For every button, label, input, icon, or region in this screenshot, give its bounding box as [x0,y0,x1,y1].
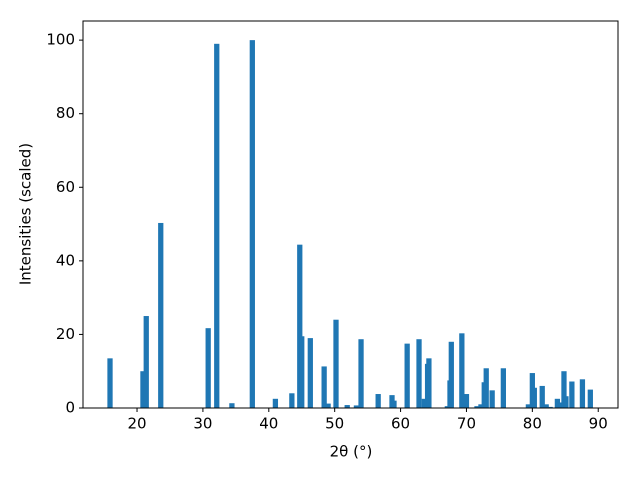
bar [404,343,410,408]
bar [299,336,305,408]
bar [229,403,235,408]
bar [483,368,489,408]
y-tick-label: 60 [56,178,75,196]
bar [158,222,164,408]
bar [289,393,295,408]
bar [107,358,113,408]
bar [554,398,561,408]
bar [249,40,255,409]
bar [525,404,532,408]
x-tick-label: 50 [325,415,344,433]
bar [205,328,211,408]
bar [563,396,569,408]
bar [531,387,537,408]
x-tick-label: 20 [127,415,146,433]
x-axis-label: 2θ (°) [330,443,373,461]
y-tick-label: 100 [46,31,75,49]
bar [321,366,327,408]
y-tick-label: 80 [56,104,75,122]
bar [143,316,149,408]
bar [344,405,350,408]
x-tick-label: 40 [259,415,278,433]
x-tick-label: 60 [391,415,410,433]
y-tick-label: 40 [56,251,75,269]
bar [353,405,360,408]
bar [558,402,564,408]
bar [416,339,422,408]
x-tick-label: 30 [193,415,212,433]
bar [272,398,279,408]
y-tick-label: 20 [56,325,75,343]
bar [463,394,470,408]
bar [375,394,381,408]
bar [307,338,313,408]
x-tick-label: 90 [589,415,608,433]
y-tick-label: 0 [65,399,75,417]
bar [543,404,549,408]
bar [214,43,220,408]
bar [421,398,427,408]
x-tick-label: 70 [457,415,476,433]
y-axis-label: Intensities (scaled) [17,143,35,285]
bar [478,404,484,408]
bar [561,371,567,408]
bar [333,319,339,408]
bar [297,244,303,408]
bar [539,385,545,408]
bar [358,339,364,408]
bar [587,389,593,408]
bar [474,406,480,408]
bar [579,379,586,408]
plot-frame [82,20,619,409]
bar [459,333,465,408]
bar [325,403,331,408]
bar [547,406,553,408]
bar [569,381,575,408]
bar [489,390,495,408]
bar [448,341,454,408]
bar [140,371,146,408]
bar [500,368,506,408]
bar [391,400,397,408]
bar [426,358,432,408]
x-tick-label: 80 [523,415,542,433]
